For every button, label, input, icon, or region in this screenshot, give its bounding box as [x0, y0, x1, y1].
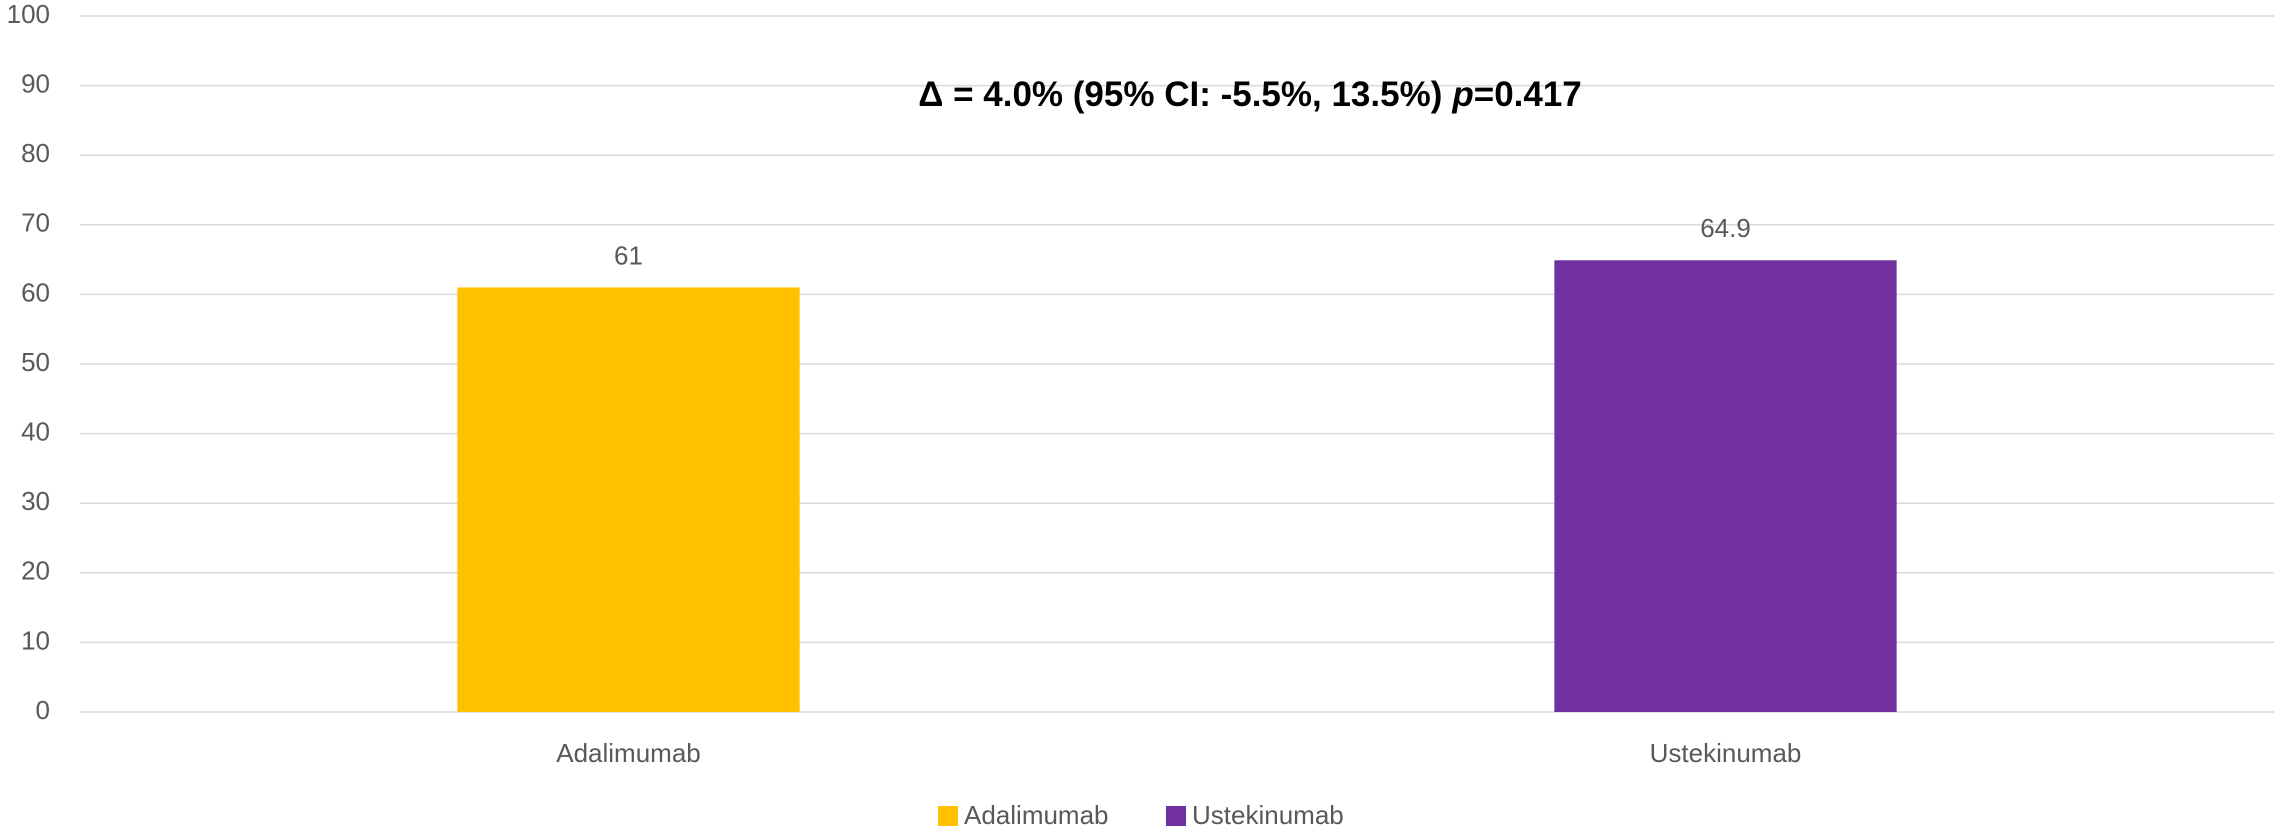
- y-tick-label: 10: [21, 625, 50, 655]
- bar: [457, 287, 800, 712]
- annotation-p: p: [1451, 75, 1473, 114]
- annotation-text: Δ = 4.0% (95% CI: -5.5%, 13.5%): [918, 75, 1442, 114]
- x-tick-label: Adalimumab: [556, 738, 701, 768]
- x-tick-label: Ustekinumab: [1650, 738, 1802, 768]
- annotation: Δ = 4.0% (95% CI: -5.5%, 13.5%) p=0.417: [918, 75, 1582, 114]
- y-tick-label: 20: [21, 556, 50, 586]
- value-label: 61: [614, 240, 643, 270]
- y-tick-label: 100: [7, 0, 50, 29]
- legend-label: Adalimumab: [964, 800, 1109, 830]
- y-tick-label: 30: [21, 486, 50, 516]
- y-tick-label: 0: [36, 695, 50, 725]
- bar: [1554, 260, 1897, 712]
- y-tick-label: 80: [21, 138, 50, 168]
- legend-swatch: [1166, 806, 1186, 826]
- y-tick-label: 70: [21, 208, 50, 238]
- legend-label: Ustekinumab: [1192, 800, 1344, 830]
- legend-swatch: [938, 806, 958, 826]
- y-tick-label: 40: [21, 416, 50, 446]
- annotation-value: =0.417: [1474, 75, 1582, 114]
- y-tick-label: 50: [21, 347, 50, 377]
- value-label: 64.9: [1700, 213, 1751, 243]
- y-tick-label: 90: [21, 68, 50, 98]
- y-tick-label: 60: [21, 277, 50, 307]
